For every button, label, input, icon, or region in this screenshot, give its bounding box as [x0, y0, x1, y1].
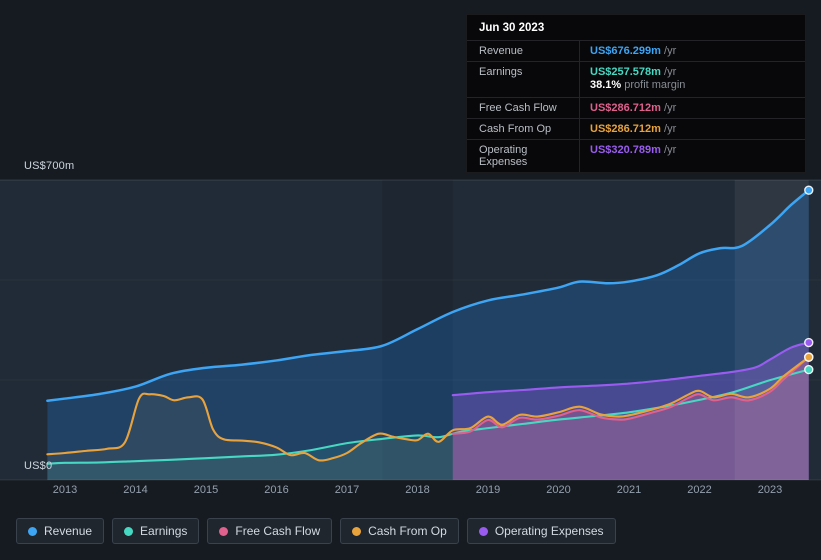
tooltip-row-value: US$257.578m /yr 38.1% profit margin	[579, 62, 805, 97]
y-axis-label-top: US$700m	[24, 160, 75, 172]
tooltip-row-revenue: Revenue US$676.299m /yr	[467, 40, 805, 61]
chart-legend: Revenue Earnings Free Cash Flow Cash From O…	[16, 518, 616, 544]
plot-background	[0, 180, 821, 480]
legend-label: Earnings	[140, 524, 188, 538]
x-axis-label-2020: 2020	[546, 484, 571, 496]
y-axis-label-bottom: US$0	[24, 460, 53, 472]
series-line-revenue[interactable]	[46, 188, 811, 402]
x-axis-label-2014: 2014	[123, 484, 148, 496]
legend-label: Cash From Op	[368, 524, 447, 538]
legend-label: Free Cash Flow	[235, 524, 321, 538]
series-area-earnings	[47, 369, 809, 480]
x-axis-label-2016: 2016	[264, 484, 289, 496]
tooltip-row-label: Free Cash Flow	[479, 102, 557, 114]
x-axis-label-2017: 2017	[334, 484, 360, 496]
free_cash_flow-legend-dot-icon	[219, 526, 229, 536]
legend-item-cash_from_op[interactable]: Cash From Op	[340, 518, 459, 544]
tooltip-rows: Revenue US$676.299m /yr Earnings US$257.578…	[467, 40, 805, 172]
legend-item-earnings[interactable]: Earnings	[112, 518, 200, 544]
legend-item-free_cash_flow[interactable]: Free Cash Flow	[207, 518, 333, 544]
tooltip-row-value: US$320.789m /yr	[579, 140, 805, 172]
tooltip-row-free_cash_flow: Free Cash Flow US$286.712m /yr	[467, 97, 805, 118]
tooltip-row-value: US$286.712m /yr	[579, 119, 805, 139]
series-line-operating_expenses[interactable]	[451, 341, 810, 397]
legend-label: Revenue	[44, 524, 93, 538]
highlight-band	[734, 180, 809, 480]
chart-tooltip: Jun 30 2023 Revenue US$676.299m /yr Earnin…	[466, 14, 806, 173]
series-endpoint-cash_from_op[interactable]	[804, 352, 814, 362]
x-axis-label-2013: 2013	[52, 484, 78, 496]
series-line-free_cash_flow[interactable]	[451, 356, 810, 435]
legend-item-operating_expenses[interactable]: Operating Expenses	[466, 518, 616, 544]
series-line-earnings[interactable]	[46, 368, 810, 465]
profit-margin-note: 38.1% profit margin	[590, 79, 686, 91]
series-endpoint-earnings[interactable]	[804, 364, 814, 375]
tooltip-row-label: Cash From Op	[479, 123, 552, 135]
tooltip-row-label: Earnings	[479, 66, 523, 78]
tooltip-row-value: US$676.299m /yr	[579, 41, 805, 61]
x-axis-label-2023: 2023	[757, 484, 783, 496]
tooltip-row-operating_expenses: Operating Expenses US$320.789m /yr	[467, 139, 805, 172]
tooltip-row-label: Revenue	[479, 45, 524, 57]
x-axis-label-2015: 2015	[193, 484, 219, 496]
series-area-cash_from_op	[47, 357, 809, 480]
tooltip-row-cash_from_op: Cash From Op US$286.712m /yr	[467, 118, 805, 139]
x-axis: 2013 2014 2015 2016 2017 2018 2019 2020 2021 2022…	[0, 484, 821, 498]
x-axis-label-2019: 2019	[475, 484, 501, 496]
legend-item-revenue[interactable]: Revenue	[16, 518, 105, 544]
tooltip-row-earnings: Earnings US$257.578m /yr 38.1% profit marg…	[467, 61, 805, 97]
series-endpoint-operating_expenses[interactable]	[804, 337, 814, 348]
x-axis-label-2022: 2022	[687, 484, 712, 496]
tooltip-date: Jun 30 2023	[479, 22, 545, 34]
tooltip-row-value: US$286.712m /yr	[579, 98, 805, 118]
x-axis-label-2021: 2021	[616, 484, 642, 496]
revenue-legend-dot-icon	[28, 526, 37, 536]
cash_from_op-legend-dot-icon	[352, 526, 362, 536]
series-endpoint-revenue[interactable]	[804, 185, 814, 195]
operating_expenses-legend-dot-icon	[478, 526, 488, 536]
earnings-legend-dot-icon	[124, 526, 134, 536]
legend-label: Operating Expenses	[494, 524, 604, 538]
x-axis-label-2018: 2018	[405, 484, 430, 496]
tooltip-row-label: Operating Expenses	[479, 144, 528, 168]
series-line-cash_from_op[interactable]	[46, 356, 810, 462]
series-area-revenue	[47, 190, 809, 480]
